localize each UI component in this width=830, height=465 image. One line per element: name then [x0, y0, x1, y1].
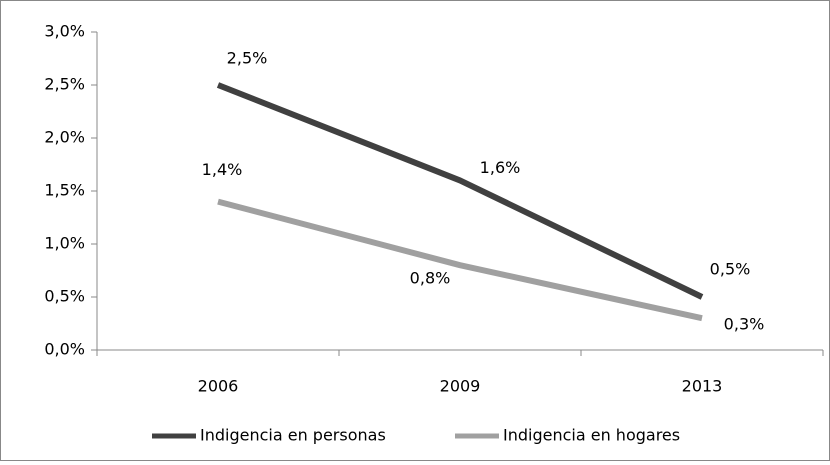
x-tick-label: 2013	[682, 377, 723, 396]
y-tick-label: 3,0%	[44, 22, 85, 41]
series-line	[217, 198, 703, 322]
x-tick-label: 2006	[198, 377, 239, 396]
legend-label: Indigencia en hogares	[503, 426, 680, 445]
y-tick-label: 0,5%	[44, 287, 85, 306]
y-tick-label: 1,0%	[44, 234, 85, 253]
y-tick-label: 1,5%	[44, 181, 85, 200]
data-label: 1,6%	[480, 158, 521, 177]
legend-label: Indigencia en personas	[200, 426, 386, 445]
data-label: 0,5%	[710, 260, 751, 279]
series-line	[216, 82, 704, 300]
y-tick-label: 0,0%	[44, 340, 85, 359]
data-label: 1,4%	[202, 160, 243, 179]
x-tick-label: 2009	[440, 377, 481, 396]
data-label: 0,3%	[724, 315, 765, 334]
data-label: 2,5%	[227, 49, 268, 68]
y-tick-label: 2,5%	[44, 75, 85, 94]
data-label: 0,8%	[410, 269, 451, 288]
y-tick-label: 2,0%	[44, 128, 85, 147]
